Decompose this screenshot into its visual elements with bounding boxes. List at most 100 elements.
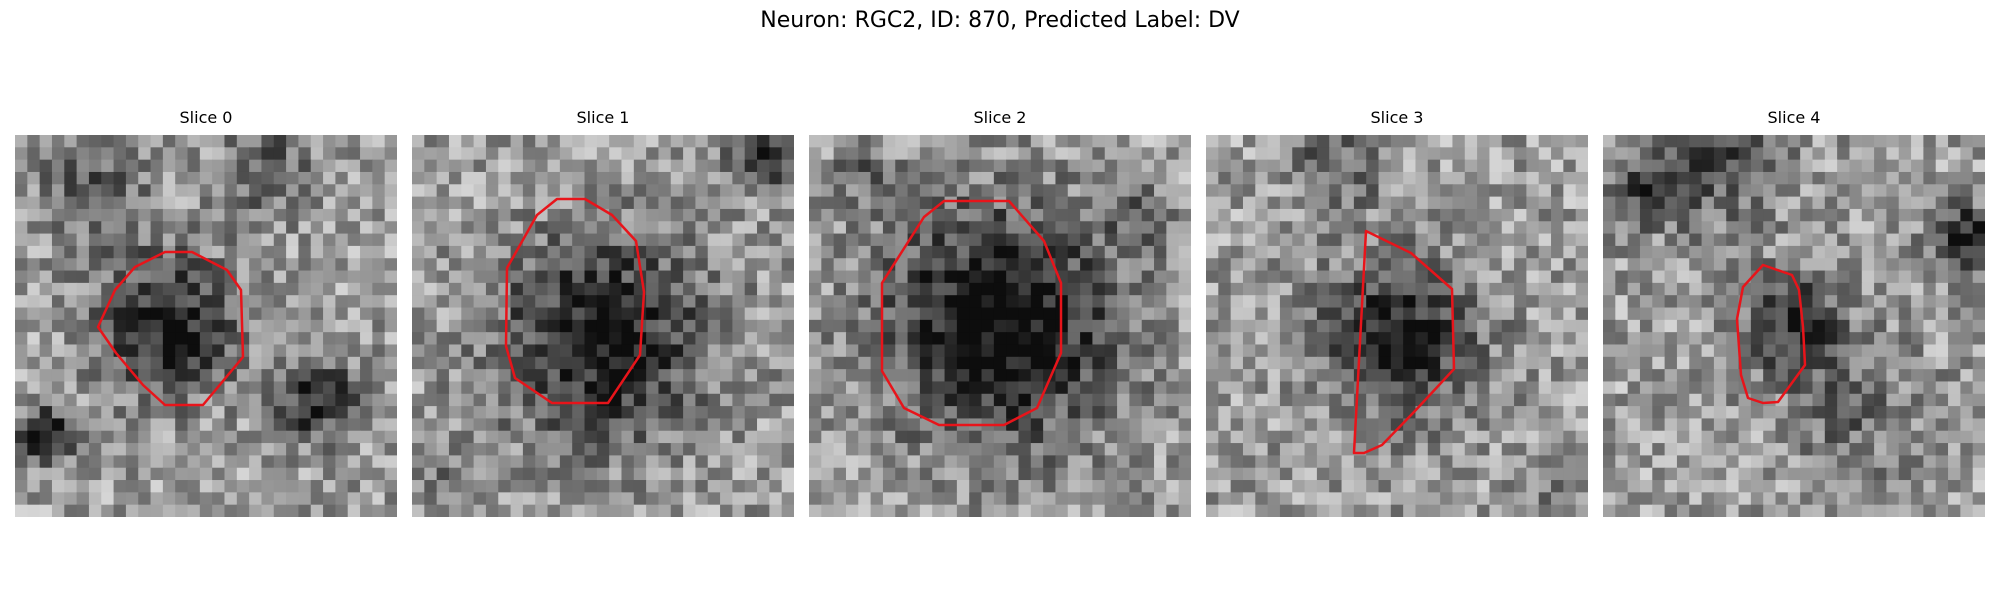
image-pixel (919, 307, 933, 321)
image-pixel (88, 233, 102, 247)
image-pixel (858, 344, 872, 358)
image-pixel (1117, 147, 1130, 161)
image-pixel (882, 443, 896, 456)
image-pixel (138, 135, 152, 148)
image-pixel (1304, 295, 1318, 309)
image-pixel (1787, 307, 1801, 321)
image-pixel (1055, 480, 1069, 493)
image-pixel (658, 492, 672, 506)
image-pixel (781, 270, 794, 284)
image-pixel (187, 319, 201, 333)
image-pixel (1603, 135, 1616, 148)
image-pixel (1154, 221, 1167, 235)
image-pixel (1218, 344, 1232, 358)
image-pixel (212, 208, 226, 222)
image-pixel (1886, 430, 1900, 444)
image-pixel (1366, 418, 1380, 432)
image-pixel (485, 381, 499, 395)
image-pixel (683, 208, 697, 222)
image-pixel (732, 504, 746, 517)
image-pixel (621, 443, 635, 456)
image-pixel (1452, 196, 1466, 210)
image-pixel (1267, 480, 1281, 493)
image-pixel (1477, 282, 1491, 296)
image-pixel (1390, 504, 1404, 517)
image-pixel (1514, 369, 1527, 383)
image-pixel (273, 332, 287, 346)
image-pixel (1800, 196, 1814, 210)
image-pixel (473, 369, 487, 383)
image-pixel (1563, 221, 1577, 235)
image-pixel (1440, 171, 1454, 185)
image-pixel (1575, 504, 1588, 517)
image-pixel (1812, 381, 1826, 395)
image-pixel (461, 171, 475, 185)
image-pixel (1563, 208, 1577, 222)
image-pixel (1178, 369, 1191, 383)
image-pixel (1477, 221, 1491, 235)
image-pixel (1230, 159, 1244, 173)
image-pixel (212, 159, 226, 173)
image-pixel (1378, 208, 1392, 222)
image-pixel (1514, 221, 1527, 235)
image-pixel (1427, 381, 1441, 395)
image-pixel (572, 369, 586, 383)
image-pixel (286, 295, 300, 309)
image-pixel (335, 467, 349, 481)
image-pixel (882, 245, 896, 259)
image-pixel (1329, 282, 1343, 296)
image-pixel (412, 356, 425, 370)
image-pixel (1242, 504, 1256, 517)
image-pixel (1390, 406, 1404, 420)
image-pixel (821, 430, 835, 444)
image-pixel (298, 381, 312, 395)
image-pixel (944, 369, 958, 383)
image-pixel (1911, 480, 1924, 493)
image-pixel (1067, 504, 1081, 517)
image-pixel (1030, 430, 1044, 444)
image-pixel (384, 356, 397, 370)
image-pixel (113, 307, 127, 321)
image-pixel (858, 258, 872, 272)
image-pixel (1141, 356, 1155, 370)
image-pixel (1304, 430, 1318, 444)
image-pixel (1427, 430, 1441, 444)
image-pixel (584, 492, 598, 506)
image-pixel (858, 430, 872, 444)
image-pixel (781, 369, 794, 383)
image-pixel (1514, 171, 1527, 185)
slice-title: Slice 0 (179, 108, 233, 127)
image-pixel (993, 492, 1007, 506)
image-pixel (683, 418, 697, 432)
image-pixel (993, 381, 1007, 395)
image-pixel (510, 344, 524, 358)
image-pixel (870, 258, 884, 272)
image-pixel (436, 430, 450, 444)
image-pixel (1551, 369, 1564, 383)
image-pixel (1726, 356, 1740, 370)
image-pixel (809, 135, 822, 148)
image-pixel (944, 245, 958, 259)
image-pixel (498, 233, 512, 247)
image-pixel (1627, 418, 1641, 432)
image-pixel (1603, 504, 1616, 517)
image-pixel (572, 270, 586, 284)
image-pixel (1627, 504, 1641, 517)
image-pixel (1055, 196, 1069, 210)
image-pixel (1006, 171, 1020, 185)
image-pixel (1154, 245, 1167, 259)
image-pixel (323, 332, 336, 346)
image-pixel (1477, 258, 1491, 272)
image-pixel (584, 282, 598, 296)
image-pixel (720, 147, 733, 161)
image-pixel (1255, 344, 1269, 358)
image-pixel (1067, 332, 1081, 346)
image-pixel (485, 270, 499, 284)
image-pixel (1206, 406, 1219, 420)
image-pixel (1849, 393, 1863, 407)
image-pixel (1837, 480, 1851, 493)
image-pixel (473, 418, 487, 432)
image-pixel (919, 147, 933, 161)
image-pixel (1676, 184, 1690, 198)
image-pixel (1948, 393, 1961, 407)
